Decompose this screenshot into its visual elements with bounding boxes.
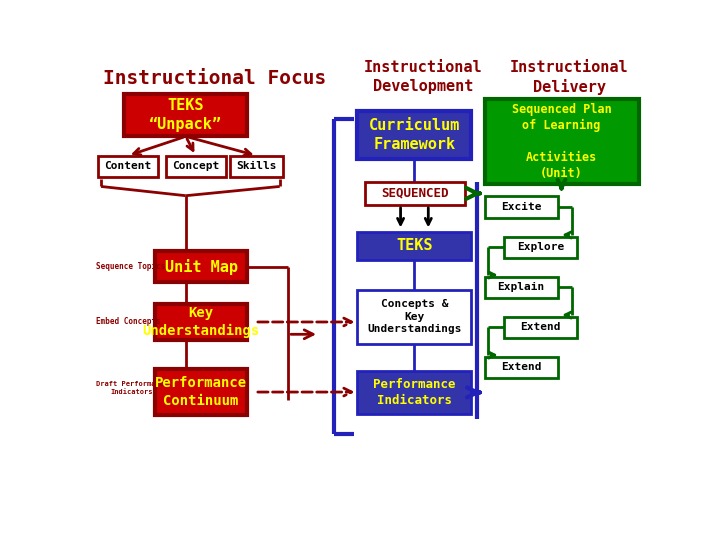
Bar — [357, 372, 472, 414]
Bar — [504, 237, 577, 258]
Text: Performance
Continuum: Performance Continuum — [155, 376, 247, 408]
Bar — [504, 316, 577, 338]
Bar — [155, 303, 248, 340]
Text: Explore: Explore — [517, 242, 564, 252]
Text: Instructional Focus: Instructional Focus — [104, 69, 327, 88]
Text: Excite: Excite — [501, 202, 541, 212]
Text: Concepts &
Key
Understandings: Concepts & Key Understandings — [367, 299, 462, 334]
Text: Sequenced Plan
of Learning

Activities
(Unit): Sequenced Plan of Learning Activities (U… — [512, 103, 611, 180]
Text: SEQUENCED: SEQUENCED — [382, 187, 449, 200]
Text: TEKS
“Unpack”: TEKS “Unpack” — [149, 98, 222, 132]
Text: Content: Content — [104, 161, 152, 171]
Text: Explain: Explain — [498, 282, 545, 292]
Bar — [155, 369, 248, 415]
Text: Performance
Indicators: Performance Indicators — [373, 378, 456, 407]
Bar — [124, 94, 248, 137]
Text: Curriculum
Framework: Curriculum Framework — [369, 118, 460, 152]
Text: Draft Performance
Indicators: Draft Performance Indicators — [96, 381, 168, 395]
Text: Instructional
Delivery: Instructional Delivery — [510, 60, 629, 94]
Bar — [155, 251, 248, 282]
Bar — [485, 197, 558, 218]
Text: Instructional
Development: Instructional Development — [364, 60, 482, 94]
Text: Sequence Topics: Sequence Topics — [96, 262, 165, 271]
Bar — [98, 156, 158, 177]
Bar — [230, 156, 283, 177]
Text: Extend: Extend — [501, 362, 541, 373]
Text: Concept: Concept — [172, 161, 220, 171]
Text: Extend: Extend — [520, 322, 561, 332]
Text: Embed Concepts: Embed Concepts — [96, 318, 161, 327]
Bar — [357, 232, 472, 260]
Bar — [485, 356, 558, 378]
Bar — [485, 99, 639, 184]
Bar — [365, 182, 465, 205]
Bar — [166, 156, 226, 177]
Text: TEKS: TEKS — [396, 238, 433, 253]
Text: Unit Map: Unit Map — [165, 259, 238, 274]
Bar — [485, 276, 558, 298]
Text: Skills: Skills — [236, 161, 276, 171]
Text: Key
Understandings: Key Understandings — [143, 306, 260, 338]
Bar — [357, 289, 472, 343]
Bar — [357, 111, 472, 159]
